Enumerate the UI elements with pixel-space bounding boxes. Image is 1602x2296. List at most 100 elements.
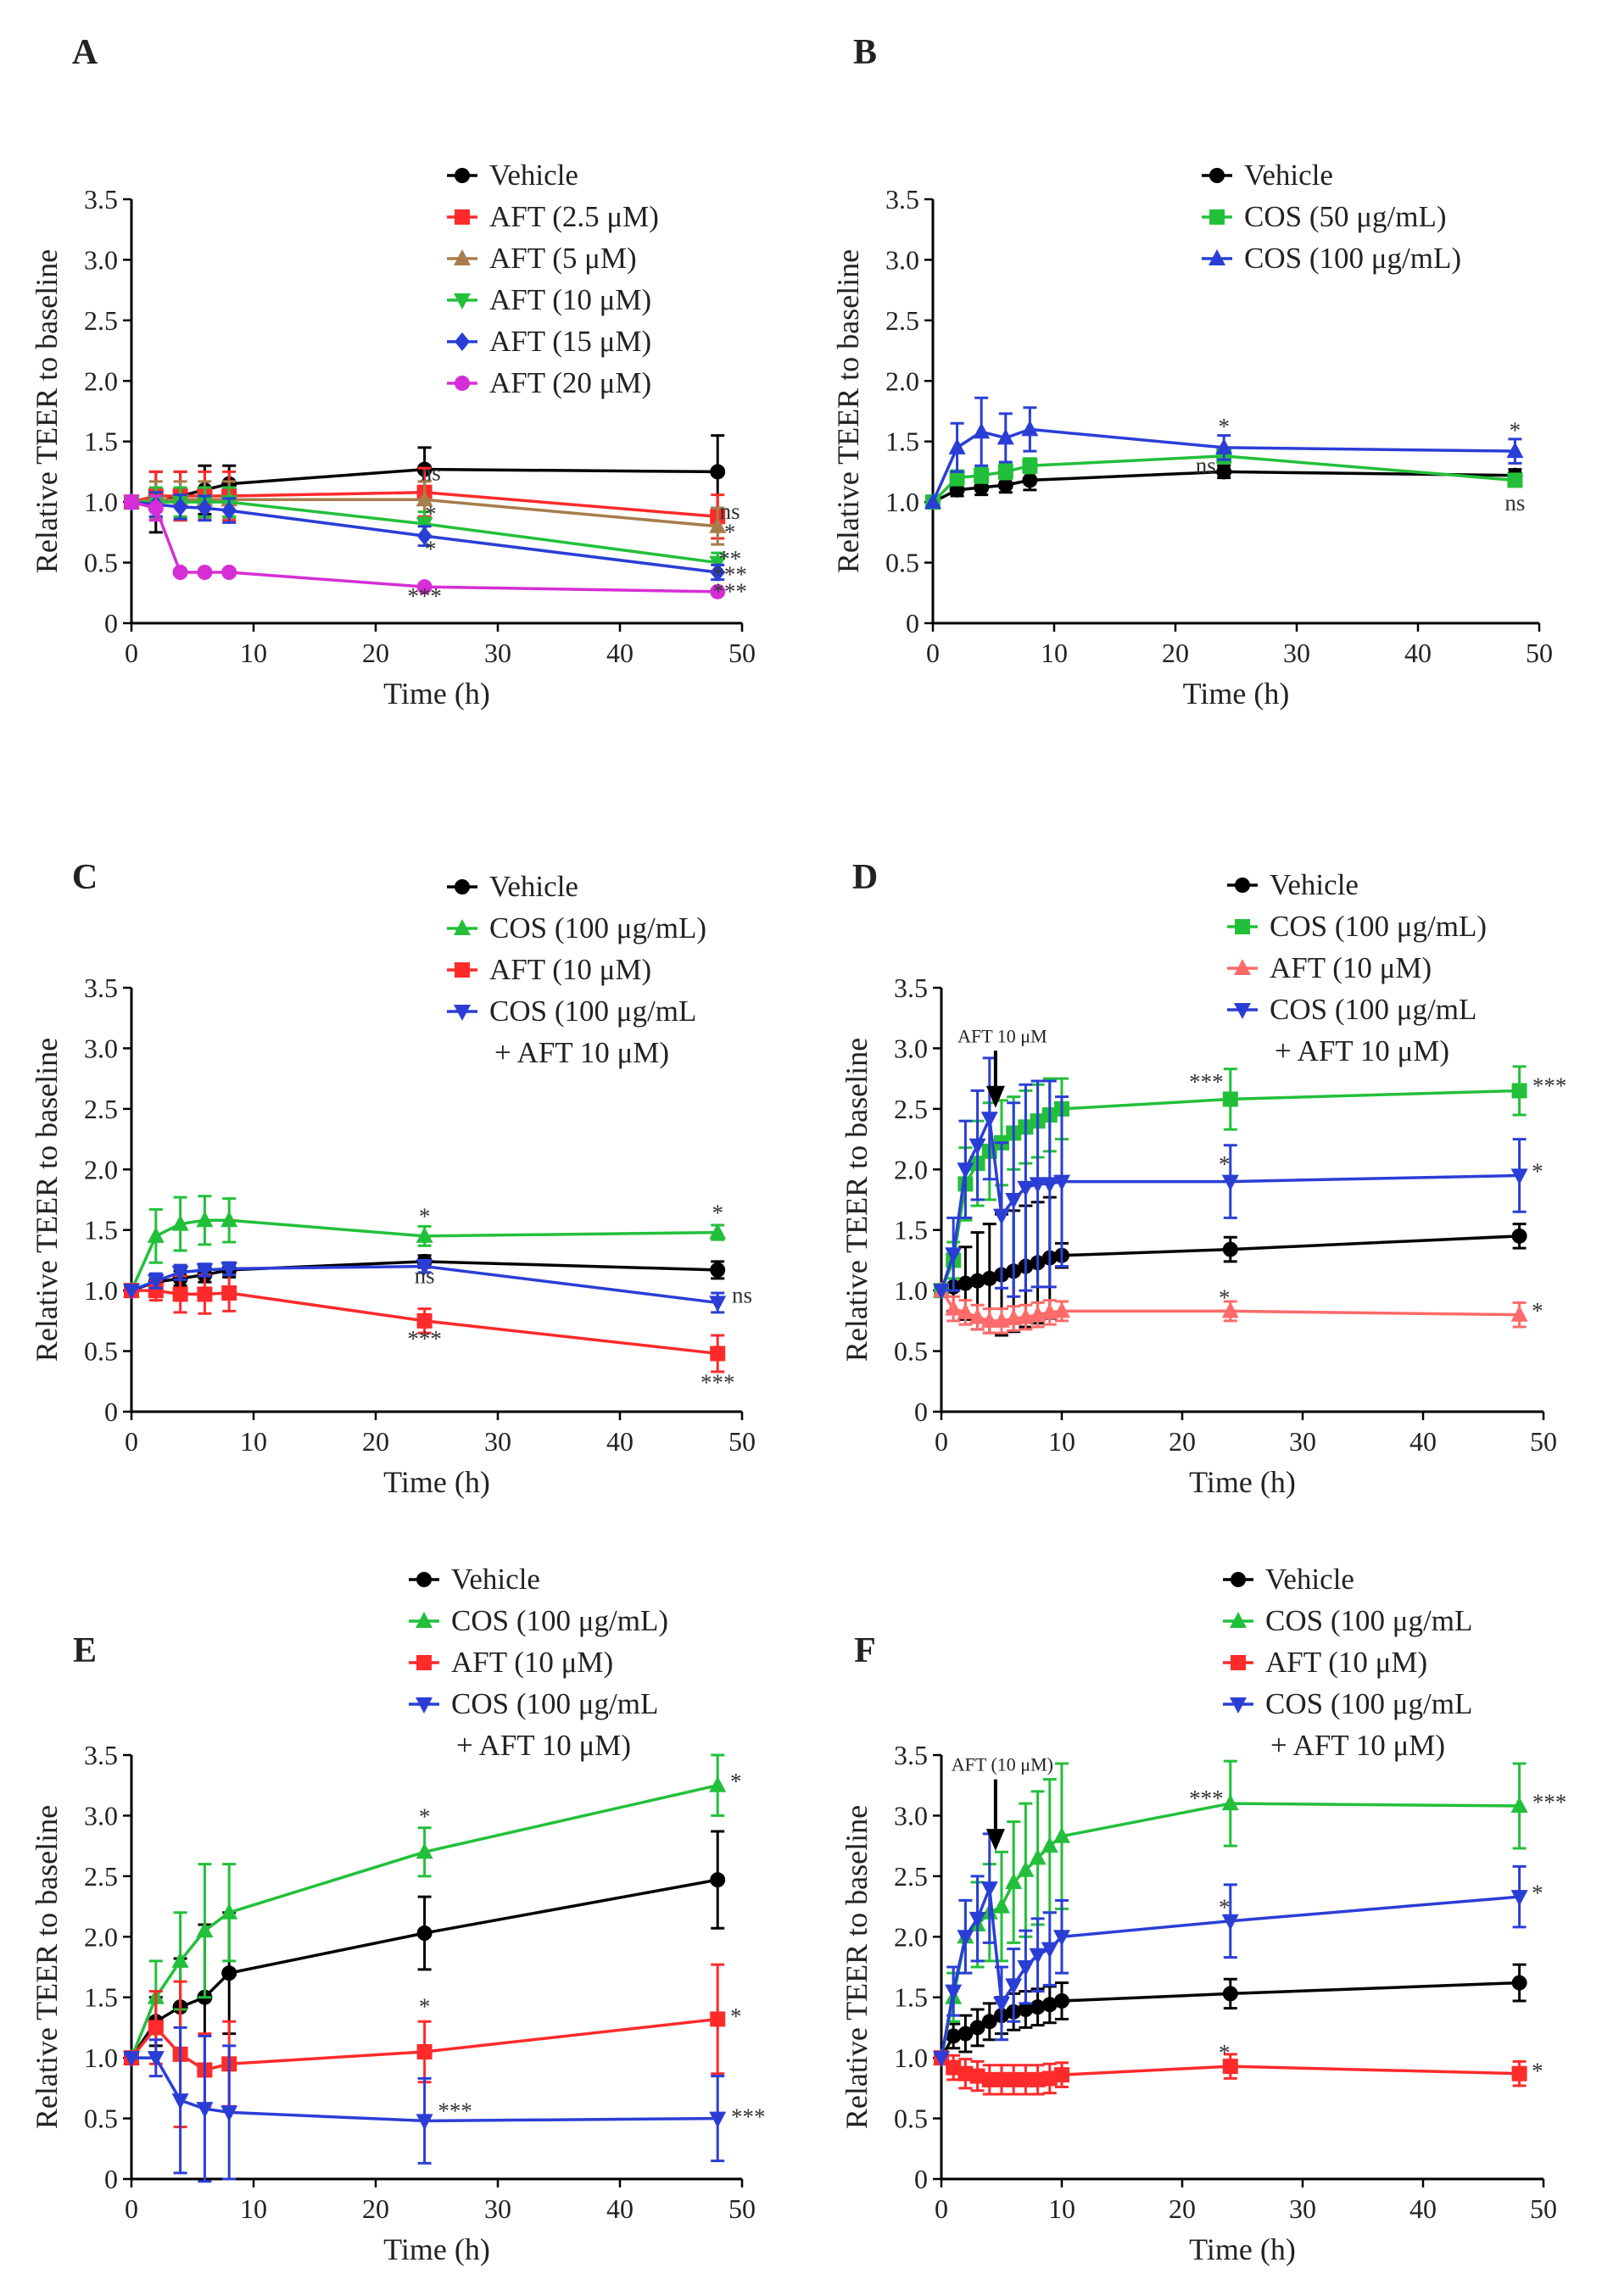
x-tick-label: 40 (1409, 1426, 1437, 1457)
y-axis-title: Relative TEER to baseline (831, 249, 865, 573)
data-point (1029, 1305, 1047, 1322)
legend-label: COS (100 μg/mL (1265, 1687, 1472, 1720)
legend-item-0: Vehicle (1223, 1563, 1354, 1596)
significance-label: * (1219, 1151, 1231, 1177)
legend-label: COS (100 μg/mL) (489, 911, 706, 945)
data-point (957, 1275, 974, 1291)
data-point (221, 565, 237, 580)
x-tick-label: 0 (935, 2193, 948, 2224)
y-tick-label: 3.0 (894, 1033, 928, 1063)
legend-marker (454, 293, 471, 309)
data-point (997, 477, 1013, 493)
y-tick-label: 2.5 (885, 305, 919, 336)
data-point (123, 1284, 140, 1301)
legend-label: COS (100 μg/mL (489, 995, 696, 1028)
data-point (221, 1965, 237, 1981)
data-point (1041, 1302, 1058, 1319)
x-axis-title: Time (h) (383, 677, 490, 711)
panel-letter: C (72, 858, 98, 897)
data-point (709, 1223, 727, 1240)
data-point (1221, 1174, 1239, 1191)
legend-label: COS (100 μg/mL) (451, 1604, 668, 1637)
data-point (957, 2065, 974, 2081)
y-tick-label: 0 (104, 2164, 118, 2194)
data-point (946, 2028, 962, 2044)
data-point (968, 1911, 986, 1928)
data-point (220, 1903, 238, 1920)
data-point (172, 497, 188, 516)
data-point (1510, 1797, 1528, 1813)
y-tick-label: 3.5 (894, 972, 928, 1003)
legend-label: Vehicle (1270, 868, 1359, 901)
significance-label: * (1532, 2058, 1543, 2083)
panel-letter: D (852, 858, 878, 897)
y-tick-label: 1.0 (84, 487, 118, 517)
y-axis-title: Relative TEER to baseline (840, 1038, 874, 1362)
x-tick-label: 0 (125, 1426, 138, 1457)
legend-marker (1231, 1572, 1246, 1587)
data-point (1222, 1241, 1238, 1257)
data-point (1511, 1228, 1527, 1244)
y-tick-label: 3.5 (894, 1740, 928, 1770)
data-point (957, 1162, 974, 1179)
data-point (1005, 1193, 1023, 1209)
legend-marker (1234, 1003, 1251, 1019)
data-point (123, 2051, 140, 2068)
y-axis-title: Relative TEER to baseline (30, 1038, 64, 1362)
data-point (1030, 2071, 1046, 2087)
x-tick-label: 0 (125, 2193, 138, 2224)
y-tick-label: 0 (104, 608, 118, 638)
x-tick-label: 20 (362, 1426, 389, 1457)
y-tick-label: 0.5 (894, 1336, 928, 1367)
data-point (1222, 2059, 1238, 2075)
data-point (996, 428, 1014, 445)
legend-label: + AFT 10 μM) (456, 1729, 631, 1762)
legend-label: COS (100 μg/mL) (1270, 910, 1487, 943)
y-tick-label: 0 (914, 1396, 928, 1427)
x-tick-label: 20 (362, 2193, 389, 2224)
x-tick-label: 10 (1048, 1426, 1075, 1457)
legend-item-2: AFT (10 μM) (1227, 951, 1432, 984)
series-2 (933, 1281, 1528, 1335)
y-tick-label: 2.0 (84, 1921, 118, 1952)
x-tick-label: 30 (484, 638, 511, 668)
x-axis-title: Time (h) (383, 1465, 490, 1499)
legend-label: Vehicle (489, 159, 578, 192)
y-tick-label: 1.0 (885, 487, 919, 517)
data-point (416, 527, 433, 546)
y-tick-label: 1.5 (84, 1215, 118, 1246)
legend-label: AFT (5 μM) (489, 242, 637, 275)
panel-c: C 0 0.5 1.0 1.5 2.0 2.5 3.0 3.5 0 10 20 30 40 50 Time (… (30, 858, 756, 1499)
legend-label: AFT (10 μM) (489, 283, 651, 316)
data-point (969, 2020, 985, 2036)
series-2 (924, 396, 1524, 510)
legend-label: + AFT 10 μM) (1275, 1034, 1449, 1067)
legend-marker (1209, 168, 1225, 183)
data-point (1005, 1873, 1023, 1889)
panel-e: E 0 0.5 1.0 1.5 2.0 2.5 3.0 3.5 0 10 20 30 40 50 Time (… (30, 1563, 765, 2266)
y-tick-label: 2.0 (894, 1154, 928, 1184)
y-tick-label: 2.5 (84, 305, 118, 336)
significance-label: *** (1532, 1789, 1567, 1814)
y-tick-label: 3.0 (84, 244, 118, 275)
data-point (981, 2071, 997, 2087)
significance-label: * (1219, 2040, 1231, 2065)
legend-item-3: COS (100 μg/mL + AFT 10 μM) (1227, 993, 1476, 1067)
significance-label: *** (407, 1326, 442, 1351)
y-tick-label: 2.5 (84, 1861, 118, 1892)
data-point (945, 1299, 963, 1316)
data-point (933, 1284, 950, 1301)
data-point (220, 1211, 238, 1228)
legend-label: AFT (20 μM) (489, 366, 651, 399)
y-tick-label: 1.0 (894, 2042, 928, 2073)
arrow-label: AFT (10 μM) (952, 1754, 1053, 1775)
data-point (1030, 1999, 1046, 2015)
series-5 (124, 494, 726, 599)
data-point (945, 1247, 963, 1264)
x-tick-label: 40 (606, 2193, 634, 2224)
y-tick-label: 2.5 (894, 1861, 928, 1892)
data-point (1029, 1948, 1047, 1964)
data-point (172, 565, 188, 580)
y-tick-label: 1.5 (84, 1982, 118, 2013)
significance-label: ns (415, 1263, 435, 1289)
